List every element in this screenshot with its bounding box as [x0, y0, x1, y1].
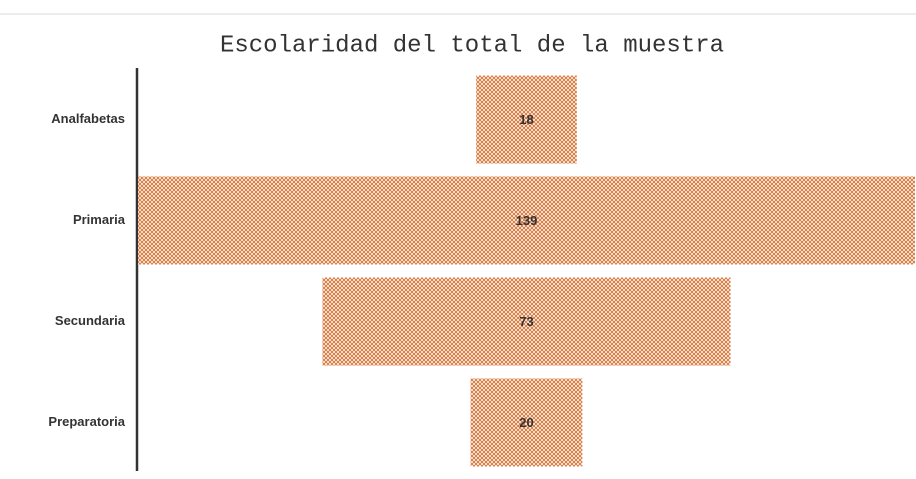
bar [138, 176, 915, 265]
category-label: Preparatoria [48, 414, 125, 429]
data-label: 73 [519, 314, 533, 329]
bar [322, 277, 731, 366]
category-label: Secundaria [55, 313, 126, 328]
category-label: Primaria [73, 212, 126, 227]
data-label: 18 [519, 112, 533, 127]
category-label: Analfabetas [51, 111, 125, 126]
data-label: 139 [516, 213, 538, 228]
chart-title: Escolaridad del total de la muestra [220, 32, 724, 59]
data-label: 20 [519, 415, 533, 430]
bar [476, 75, 577, 164]
bar [470, 378, 583, 467]
